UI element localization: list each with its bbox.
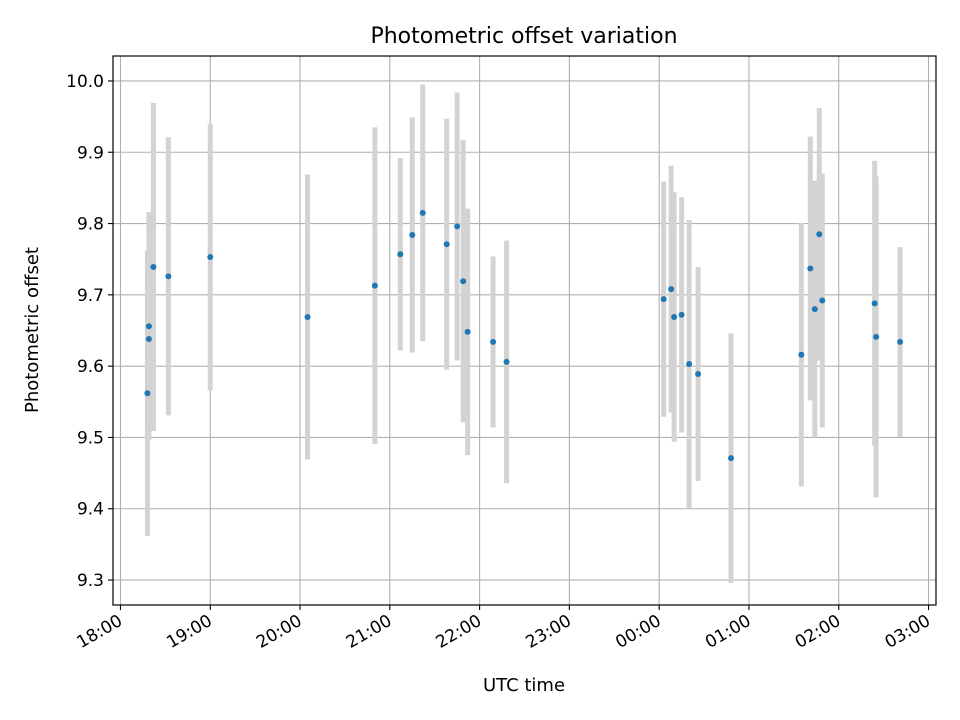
data-point bbox=[490, 338, 497, 345]
y-tick-label: 9.7 bbox=[77, 286, 104, 306]
data-point bbox=[695, 370, 702, 377]
data-point bbox=[397, 251, 404, 258]
data-point bbox=[145, 323, 152, 330]
data-point bbox=[798, 351, 805, 358]
y-tick-label: 9.5 bbox=[77, 428, 104, 448]
data-point bbox=[419, 209, 426, 216]
y-axis: 9.3 9.4 9.5 9.6 9.7 9.8 9.9 10.0 bbox=[66, 72, 113, 591]
data-point bbox=[807, 265, 814, 272]
y-tick-label: 10.0 bbox=[66, 72, 104, 92]
data-point bbox=[503, 358, 510, 365]
data-point bbox=[371, 282, 378, 289]
data-point bbox=[464, 328, 471, 335]
y-tick-label: 9.6 bbox=[77, 357, 104, 377]
data-point bbox=[150, 264, 157, 271]
data-point bbox=[897, 338, 904, 345]
data-point bbox=[660, 296, 667, 303]
data-point bbox=[165, 273, 172, 280]
data-point bbox=[686, 361, 693, 368]
y-tick-label: 9.3 bbox=[77, 571, 104, 591]
data-point bbox=[454, 223, 461, 230]
data-point bbox=[727, 455, 734, 462]
data-point bbox=[811, 306, 818, 313]
x-axis-label: UTC time bbox=[483, 675, 565, 696]
plot-frame bbox=[112, 55, 937, 606]
data-point bbox=[816, 231, 823, 238]
data-points bbox=[144, 209, 904, 462]
y-tick-label: 9.9 bbox=[77, 143, 104, 163]
data-point bbox=[460, 278, 467, 285]
data-point bbox=[304, 313, 311, 320]
data-point bbox=[819, 297, 826, 304]
data-point bbox=[668, 286, 675, 293]
data-point bbox=[871, 300, 878, 307]
data-point bbox=[671, 313, 678, 320]
chart-title: Photometric offset variation bbox=[370, 24, 677, 49]
y-tick-label: 9.8 bbox=[77, 215, 104, 235]
data-point bbox=[678, 311, 685, 318]
data-point bbox=[145, 336, 152, 343]
data-point bbox=[207, 254, 214, 261]
data-point bbox=[873, 333, 880, 340]
grid bbox=[113, 56, 936, 605]
data-point bbox=[443, 241, 450, 248]
data-point bbox=[409, 231, 416, 238]
y-tick-label: 9.4 bbox=[77, 500, 104, 520]
data-point bbox=[144, 390, 151, 397]
y-axis-label: Photometric offset bbox=[22, 247, 43, 413]
